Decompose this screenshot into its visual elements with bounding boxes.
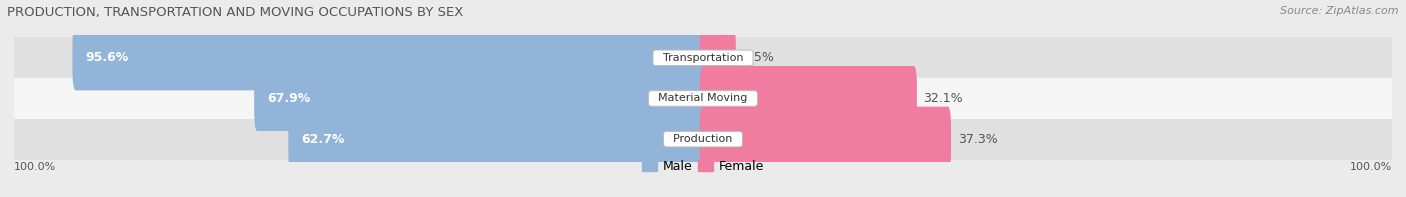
FancyBboxPatch shape [254, 66, 706, 131]
Text: 100.0%: 100.0% [1350, 162, 1392, 172]
Bar [14, 119, 1392, 160]
Text: 95.6%: 95.6% [86, 51, 129, 64]
Text: 100.0%: 100.0% [14, 162, 56, 172]
Text: 4.5%: 4.5% [742, 51, 775, 64]
Text: Production: Production [666, 134, 740, 144]
Bar [14, 37, 1392, 78]
Text: 62.7%: 62.7% [301, 133, 344, 146]
FancyBboxPatch shape [700, 107, 950, 172]
FancyBboxPatch shape [288, 107, 706, 172]
FancyBboxPatch shape [73, 25, 706, 90]
Legend: Male, Female: Male, Female [637, 155, 769, 178]
Text: Material Moving: Material Moving [651, 94, 755, 103]
Text: 37.3%: 37.3% [957, 133, 997, 146]
Text: Source: ZipAtlas.com: Source: ZipAtlas.com [1281, 6, 1399, 16]
Text: Transportation: Transportation [655, 53, 751, 63]
FancyBboxPatch shape [700, 25, 735, 90]
Bar [14, 78, 1392, 119]
Text: 32.1%: 32.1% [924, 92, 963, 105]
Text: 67.9%: 67.9% [267, 92, 311, 105]
Text: PRODUCTION, TRANSPORTATION AND MOVING OCCUPATIONS BY SEX: PRODUCTION, TRANSPORTATION AND MOVING OC… [7, 6, 464, 19]
FancyBboxPatch shape [700, 66, 917, 131]
